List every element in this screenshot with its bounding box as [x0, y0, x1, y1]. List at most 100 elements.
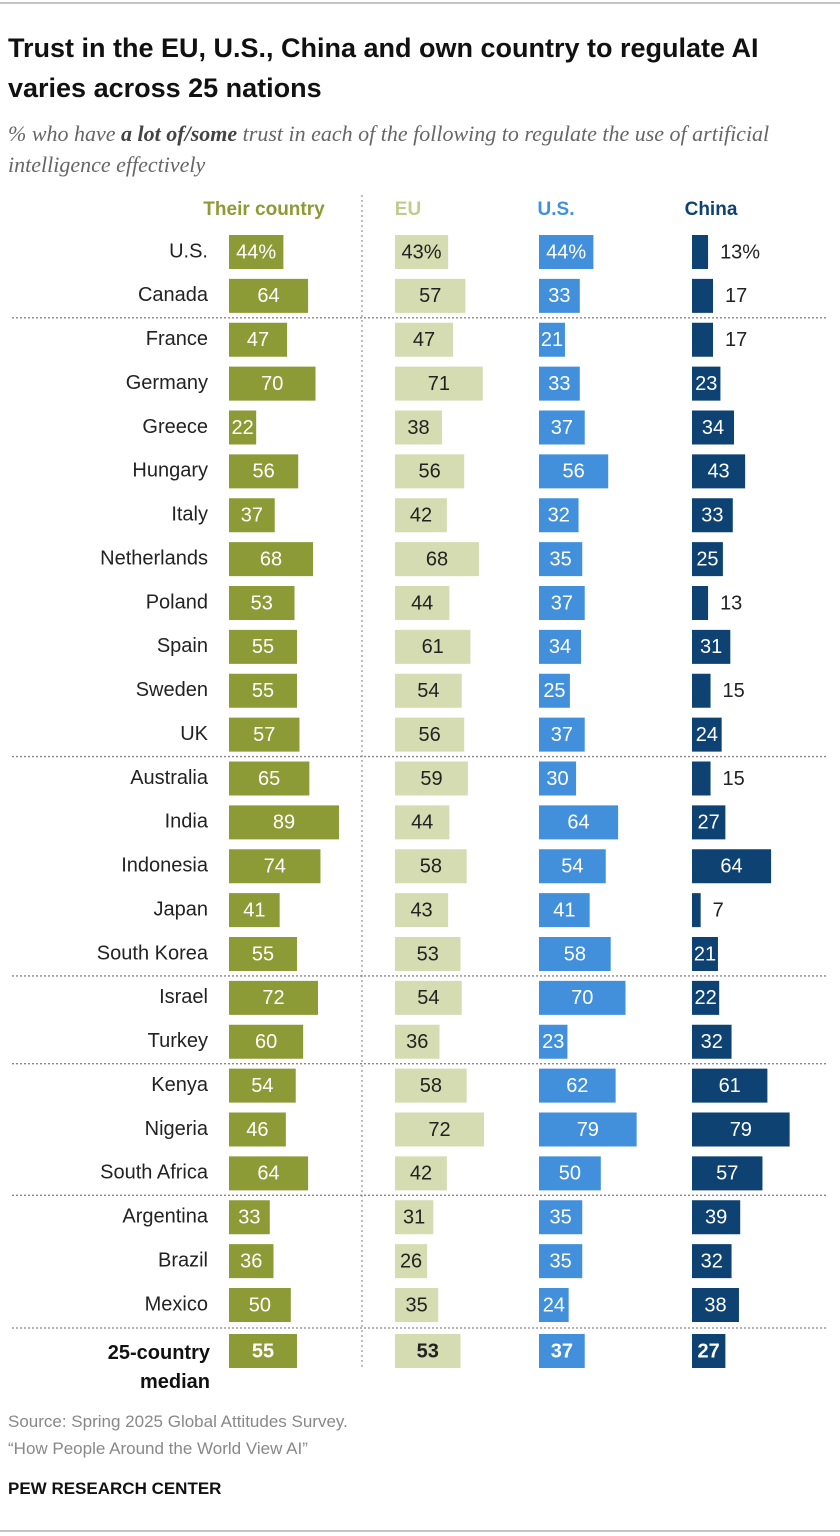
- category-label: Netherlands: [100, 547, 208, 569]
- value-label: 57: [716, 1163, 738, 1185]
- value-label: 7: [713, 899, 724, 921]
- bar: [229, 805, 340, 840]
- bar: [395, 235, 449, 269]
- value-label: 54: [561, 856, 583, 878]
- value-label: 64: [257, 1163, 279, 1185]
- value-label: 74: [264, 856, 286, 878]
- value-label: 21: [694, 943, 716, 965]
- value-label: 79: [577, 1119, 599, 1141]
- value-label: 23: [695, 373, 717, 395]
- chart-title: Trust in the EU, U.S., China and own cou…: [8, 33, 759, 103]
- bar: [395, 761, 468, 796]
- bar: [229, 278, 309, 313]
- value-label: 43: [707, 461, 729, 483]
- value-label: 70: [261, 373, 283, 395]
- note: “How People Around the World View AI”: [8, 1439, 308, 1458]
- bar: [229, 1244, 274, 1279]
- bar: [692, 278, 714, 313]
- bar: [395, 1024, 440, 1059]
- bar: [539, 1068, 616, 1103]
- bar: [539, 322, 565, 357]
- value-label: 38: [704, 1294, 726, 1316]
- value-label: 41: [553, 899, 575, 921]
- column-header: EU: [395, 199, 421, 220]
- bar: [229, 849, 321, 884]
- bar: [395, 278, 466, 313]
- subtitle-part: trust in each of the following to regula…: [8, 121, 770, 177]
- value-label: 58: [420, 1075, 442, 1097]
- category-label: Mexico: [145, 1293, 208, 1315]
- value-label: 54: [417, 987, 439, 1009]
- bar: [692, 1068, 768, 1103]
- category-label: Australia: [130, 767, 209, 789]
- bar: [229, 1068, 296, 1103]
- value-label: 13: [720, 592, 742, 614]
- bar: [692, 1112, 790, 1147]
- category-label: Japan: [154, 898, 209, 920]
- value-label: 33: [548, 285, 570, 307]
- bar: [539, 542, 583, 577]
- category-label: South Korea: [97, 942, 209, 964]
- bar: [692, 980, 720, 1015]
- bar: [692, 410, 735, 445]
- bar: [395, 717, 465, 752]
- bar: [395, 673, 462, 708]
- value-label: 27: [698, 812, 720, 834]
- bar: [539, 629, 582, 664]
- value-label: 44%: [546, 241, 586, 263]
- value-label: 56: [418, 461, 440, 483]
- category-label: UK: [180, 723, 208, 745]
- bar: [692, 235, 709, 269]
- category-label: Brazil: [158, 1249, 208, 1271]
- value-label: 35: [550, 1250, 572, 1272]
- value-label: 25: [696, 548, 718, 570]
- value-label: 61: [422, 636, 444, 658]
- bar: [539, 1288, 569, 1322]
- bar: [692, 673, 711, 708]
- value-label: 43: [410, 899, 432, 921]
- value-label: 22: [694, 987, 716, 1009]
- value-label: 34: [702, 417, 724, 439]
- bar: [692, 937, 718, 971]
- value-label: 50: [249, 1294, 271, 1316]
- category-label: Indonesia: [121, 855, 209, 877]
- footer: PEW RESEARCH CENTER: [8, 1479, 222, 1498]
- category-label: Spain: [157, 635, 208, 657]
- category-label: South Africa: [100, 1162, 209, 1184]
- value-label: 56: [418, 724, 440, 746]
- bar: [539, 849, 606, 884]
- bar: [229, 893, 280, 928]
- category-label: 25-country median: [107, 1342, 210, 1393]
- bar: [229, 1112, 286, 1147]
- value-label: 42: [410, 505, 432, 527]
- category-label: Greece: [142, 416, 208, 438]
- value-label: 56: [252, 461, 274, 483]
- category-label: Argentina: [122, 1206, 208, 1228]
- category-label: Kenya: [151, 1074, 209, 1096]
- bar: [395, 1156, 447, 1191]
- bar: [229, 586, 295, 620]
- category-label: Turkey: [148, 1030, 208, 1052]
- value-label: 33: [238, 1207, 260, 1229]
- bar: [539, 410, 585, 445]
- value-label: 36: [240, 1250, 262, 1272]
- bar: [539, 1024, 568, 1059]
- bar: [539, 980, 626, 1015]
- value-label: 34: [549, 636, 571, 658]
- value-label: 37: [551, 724, 573, 746]
- value-label: 44: [411, 592, 433, 614]
- value-label: 24: [696, 724, 718, 746]
- value-label: 35: [550, 548, 572, 570]
- value-label: 60: [255, 1031, 277, 1053]
- category-label: Poland: [146, 591, 208, 613]
- value-label: 55: [252, 943, 274, 965]
- bar: [539, 1200, 583, 1235]
- bar: [539, 454, 609, 489]
- bar: [229, 1200, 270, 1235]
- bar: [229, 1024, 304, 1059]
- value-label: 37: [241, 505, 263, 527]
- value-label: 33: [701, 505, 723, 527]
- value-label: 32: [701, 1250, 723, 1272]
- bar: [692, 366, 721, 401]
